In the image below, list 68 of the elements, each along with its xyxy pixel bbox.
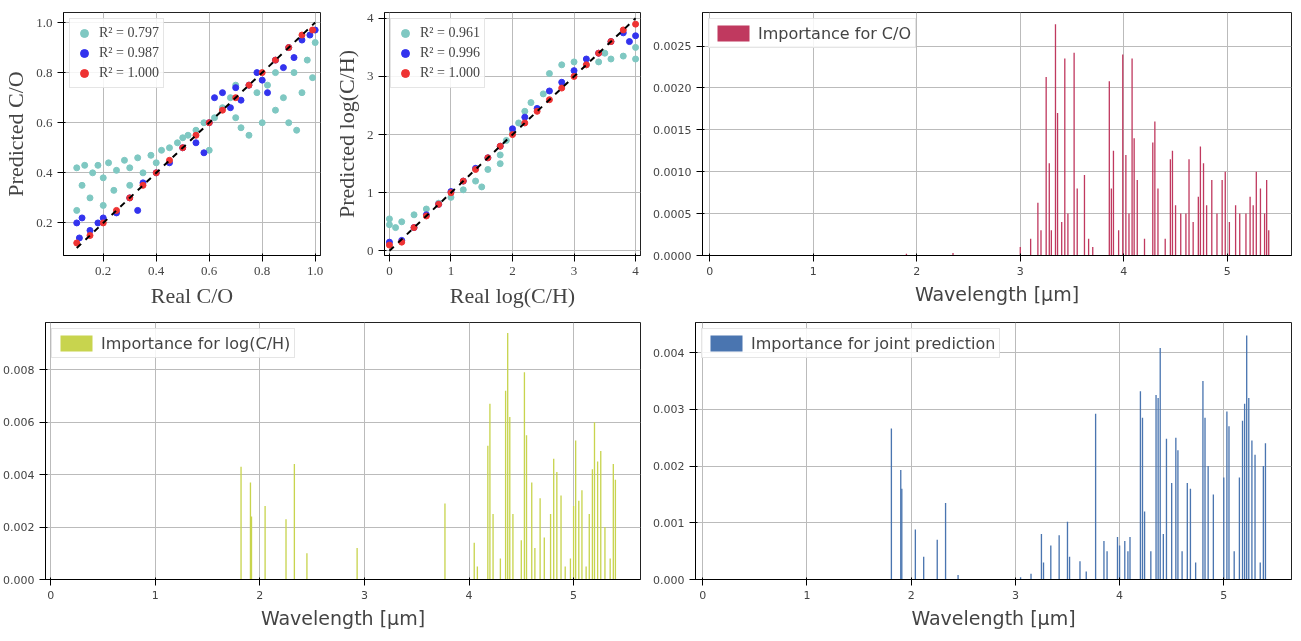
y-tick-label: 0.8	[36, 64, 53, 80]
y-tick-label: 0.0025	[653, 40, 692, 54]
x-tick-label: 0.8	[254, 262, 271, 278]
x-tick-label: 2	[509, 262, 516, 278]
x-tick-label: 1	[803, 588, 811, 602]
x-tick-label: 5	[570, 588, 578, 602]
y-tick-label: 0.0015	[653, 123, 692, 137]
x-tick-label: 1.0	[307, 262, 324, 278]
x-axis-title: Real log(C/H)	[449, 282, 576, 308]
y-tick-label: 0.001	[653, 516, 685, 530]
y-tick-label: 0	[367, 242, 374, 258]
y-tick-label: 0.4	[36, 164, 53, 180]
y-tick-label: 0.002	[653, 460, 685, 474]
legend-label: Importance for log(C/H)	[101, 333, 291, 353]
y-tick-label: 0.003	[653, 403, 685, 417]
x-tick-label: 4	[1120, 264, 1128, 278]
x-tick-label: 3	[570, 262, 578, 278]
x-tick-label: 4	[465, 588, 473, 602]
legend-label: R² = 0.996	[420, 45, 480, 61]
legend-label: R² = 1.000	[99, 65, 159, 81]
y-tick-label: 0.008	[3, 363, 35, 377]
x-axis-title: Real C/O	[150, 282, 234, 308]
y-tick-label: 0.004	[653, 346, 685, 360]
y-tick-label: 4	[367, 10, 374, 26]
legend-label: R² = 0.797	[99, 25, 159, 41]
x-axis-title: Wavelength [µm]	[911, 606, 1076, 629]
legend-label: R² = 0.961	[420, 25, 480, 41]
y-tick-label: 0.002	[3, 521, 35, 535]
x-tick-label: 0	[699, 588, 707, 602]
legend-label: Importance for C/O	[758, 23, 912, 43]
x-axis-title: Wavelength [µm]	[260, 606, 426, 629]
y-tick-label: 0.000	[653, 573, 685, 587]
y-axis-title: Predicted C/O	[3, 71, 29, 197]
x-tick-label: 2	[907, 588, 915, 602]
x-tick-label: 4	[632, 262, 640, 278]
x-tick-label: 5	[1220, 588, 1228, 602]
y-tick-label: 0.0005	[653, 207, 692, 221]
x-tick-label: 0	[706, 264, 714, 278]
x-tick-label: 1	[809, 264, 817, 278]
y-tick-label: 1	[367, 184, 374, 200]
x-axis-title: Wavelength [µm]	[914, 282, 1080, 305]
y-axis-title: Predicted log(C/H)	[334, 49, 359, 219]
y-tick-label: 1.0	[36, 14, 53, 30]
y-tick-label: 0.0000	[653, 249, 692, 263]
y-tick-label: 0.004	[3, 468, 35, 482]
x-tick-label: 5	[1223, 264, 1231, 278]
y-tick-label: 0.0020	[653, 81, 692, 95]
y-tick-label: 0.006	[3, 416, 35, 430]
legend-label: R² = 0.987	[99, 45, 159, 61]
x-tick-label: 3	[1016, 264, 1024, 278]
legend-label: Importance for joint prediction	[751, 333, 996, 353]
y-tick-label: 0.2	[36, 214, 53, 230]
x-tick-label: 0.4	[148, 262, 165, 278]
y-tick-label: 0.6	[36, 114, 53, 130]
x-tick-label: 4	[1116, 588, 1124, 602]
y-tick-label: 0.000	[3, 573, 35, 587]
legend-label: R² = 1.000	[420, 65, 480, 81]
x-tick-label: 0.6	[201, 262, 218, 278]
x-tick-label: 0	[386, 262, 393, 278]
y-tick-label: 3	[367, 68, 374, 84]
x-tick-label: 0.2	[95, 262, 112, 278]
y-tick-label: 2	[367, 126, 374, 142]
x-tick-label: 1	[151, 588, 159, 602]
x-tick-label: 3	[1011, 588, 1019, 602]
x-tick-label: 1	[447, 262, 455, 278]
x-tick-label: 2	[256, 588, 264, 602]
x-tick-label: 2	[913, 264, 921, 278]
y-tick-label: 0.0010	[653, 165, 692, 179]
